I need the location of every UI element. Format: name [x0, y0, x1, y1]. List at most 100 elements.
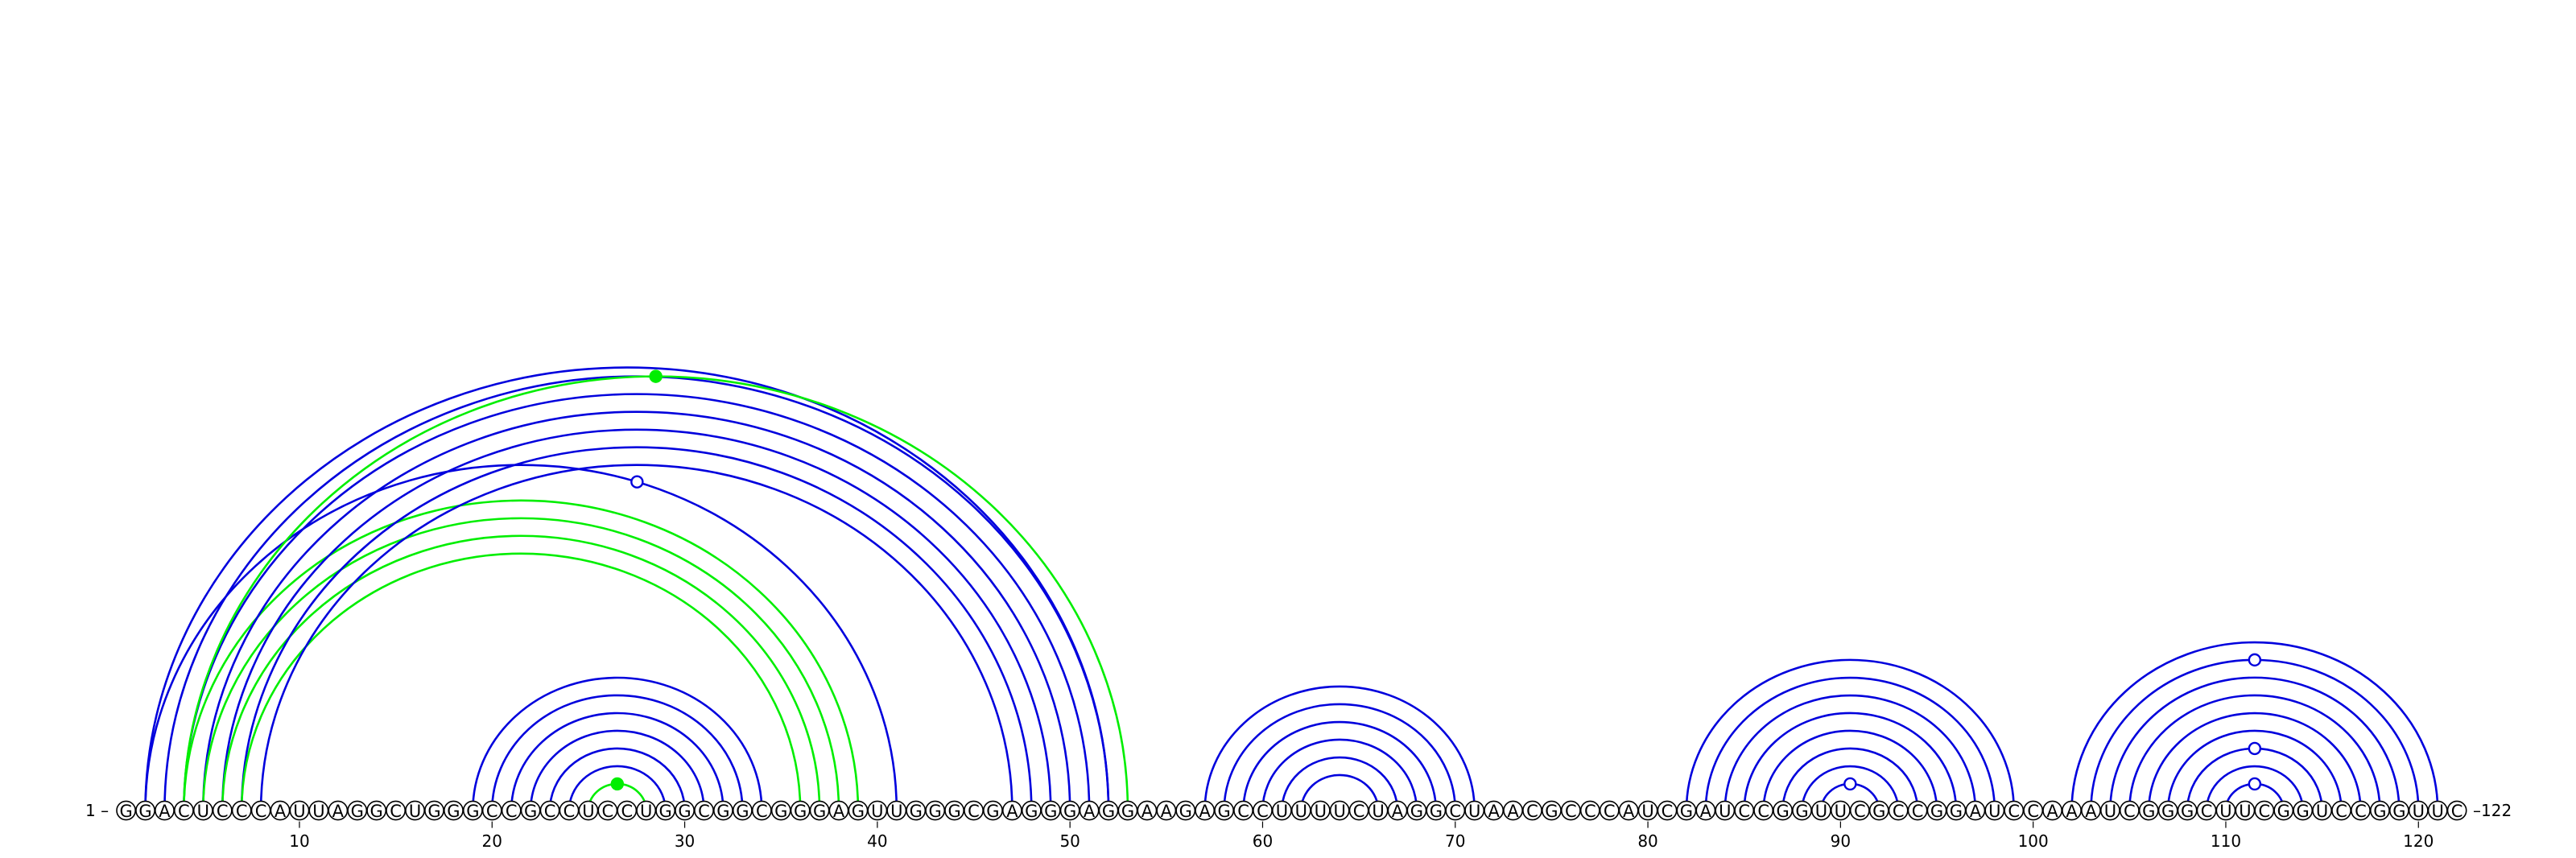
- nucleotide-letter: C: [564, 802, 576, 821]
- tick-label: 90: [1831, 831, 1851, 851]
- nucleotide-letter: G: [1776, 802, 1789, 821]
- nucleotide-letter: G: [2297, 802, 2310, 821]
- nucleotide-letter: C: [621, 802, 633, 821]
- nucleotide-letter: A: [1084, 802, 1096, 821]
- nucleotide-letter: C: [1757, 802, 1769, 821]
- nucleotide-circle: [2446, 800, 2467, 821]
- base-pair-arc: [1281, 756, 1399, 811]
- nucleotide-letter: C: [1893, 802, 1905, 821]
- nucleotide-letter: G: [1680, 802, 1693, 821]
- base-pair-arc: [1743, 712, 1958, 811]
- nucleotide-letter: G: [2181, 802, 2194, 821]
- nucleotide-letter: A: [1161, 802, 1173, 821]
- nucleotide-letter: A: [1970, 802, 1982, 821]
- nucleotide-letter: C: [1584, 802, 1596, 821]
- base-pair-arc: [202, 410, 1071, 811]
- base-pair-arc: [490, 694, 744, 811]
- nucleotide-letter: U: [197, 802, 209, 821]
- nucleotide-letter: U: [293, 802, 305, 821]
- base-pair-arc: [221, 428, 1052, 811]
- tick-label: 50: [1059, 831, 1080, 851]
- base-pair-arc: [2166, 729, 2343, 811]
- nucleotide-letter: U: [1988, 802, 2000, 821]
- arc-marker: [1843, 777, 1857, 791]
- base-pair-arc: [1801, 765, 1900, 811]
- base-pair-arc: [1781, 747, 1919, 811]
- nucleotide-letter: A: [2066, 802, 2078, 821]
- nucleotide-letter: G: [1179, 802, 1192, 821]
- tick-label: 70: [1445, 831, 1465, 851]
- nucleotide-letter: U: [2432, 802, 2444, 821]
- nucleotide-letter: A: [159, 802, 171, 821]
- nucleotide-letter: C: [1257, 802, 1269, 821]
- nucleotide-letter: G: [910, 802, 923, 821]
- base-pair-arc: [1685, 658, 2016, 811]
- nucleotide-letter: U: [1276, 802, 1288, 821]
- nucleotide-letter: C: [698, 802, 710, 821]
- nucleotide-letter: A: [1507, 802, 1519, 821]
- base-pair-arc: [510, 712, 724, 811]
- nucleotide-letter: G: [2161, 802, 2174, 821]
- base-pair-arc: [240, 446, 1033, 811]
- nucleotide-letter: G: [1121, 802, 1134, 821]
- sequence-start-label: 1 –: [85, 801, 109, 820]
- nucleotide-letter: U: [409, 802, 421, 821]
- nucleotide-letter: A: [332, 802, 345, 821]
- base-pair-arc: [2205, 765, 2304, 811]
- nucleotide-letter: C: [1353, 802, 1365, 821]
- nucleotide-letter: C: [2335, 802, 2347, 821]
- nucleotide-letter: G: [2373, 802, 2386, 821]
- nucleotide-letter: C: [968, 802, 980, 821]
- nucleotide-letter: U: [2239, 802, 2251, 821]
- nucleotide-letter: G: [947, 802, 960, 821]
- nucleotide-letter: C: [1526, 802, 1538, 821]
- arc-marker: [2248, 653, 2262, 667]
- nucleotide-letter: G: [1930, 802, 1943, 821]
- base-pair-arc: [1300, 773, 1380, 811]
- nucleotide-letter: A: [1392, 802, 1404, 821]
- base-pair-arc: [1762, 729, 1938, 811]
- nucleotide-letter: U: [871, 802, 883, 821]
- nucleotide-letter: C: [2355, 802, 2367, 821]
- nucleotide-letter: G: [119, 802, 132, 821]
- base-pair-arc: [202, 517, 840, 811]
- nucleotide-letter: G: [1044, 802, 1057, 821]
- base-pair-arc: [144, 464, 898, 811]
- nucleotide-letter: C: [2451, 802, 2463, 821]
- position-ticks: 10 20 30 40 50 60 70 80 90 100 110 120: [289, 821, 2434, 851]
- tick-label: 80: [1637, 831, 1657, 851]
- base-pair-arc: [1203, 685, 1476, 811]
- arc-marker: [2248, 777, 2262, 791]
- base-pair-arc: [163, 375, 1110, 811]
- nucleotide-letter: G: [813, 802, 826, 821]
- nucleotide-letter: U: [2413, 802, 2425, 821]
- nucleotide-letter: A: [1006, 802, 1018, 821]
- base-pair-arc: [1242, 720, 1438, 811]
- nucleotide-letter: A: [1700, 802, 1712, 821]
- tick-label: 10: [289, 831, 309, 851]
- base-pair-arc: [1704, 676, 1996, 811]
- nucleotide-letter: G: [466, 802, 479, 821]
- nucleotide-letter: C: [2201, 802, 2213, 821]
- nucleotide-letter: G: [1102, 802, 1115, 821]
- nucleotide-letter: A: [1488, 802, 1500, 821]
- base-pair-arc: [183, 499, 860, 811]
- nucleotide-letter: C: [2008, 802, 2020, 821]
- nucleotide-letter: C: [544, 802, 556, 821]
- nucleotide-letter: C: [390, 802, 402, 821]
- nucleotide-letter: C: [1237, 802, 1249, 821]
- nucleotide-letter: C: [486, 802, 498, 821]
- nucleotide-letter: C: [1738, 802, 1750, 821]
- nucleotide-letter: C: [756, 802, 768, 821]
- nucleotide-letter: U: [1334, 802, 1346, 821]
- nucleotide-letter: A: [1141, 802, 1154, 821]
- nucleotide-letter: G: [1025, 802, 1038, 821]
- nucleotide-letter: G: [2142, 802, 2155, 821]
- base-pair-arc: [183, 375, 1129, 811]
- nucleotide-letter: G: [678, 802, 691, 821]
- nucleotide-letter: C: [1854, 802, 1866, 821]
- nucleotide-letter: G: [1063, 802, 1076, 821]
- nucleotide-letter: C: [506, 802, 518, 821]
- nucleotide-letter: A: [833, 802, 845, 821]
